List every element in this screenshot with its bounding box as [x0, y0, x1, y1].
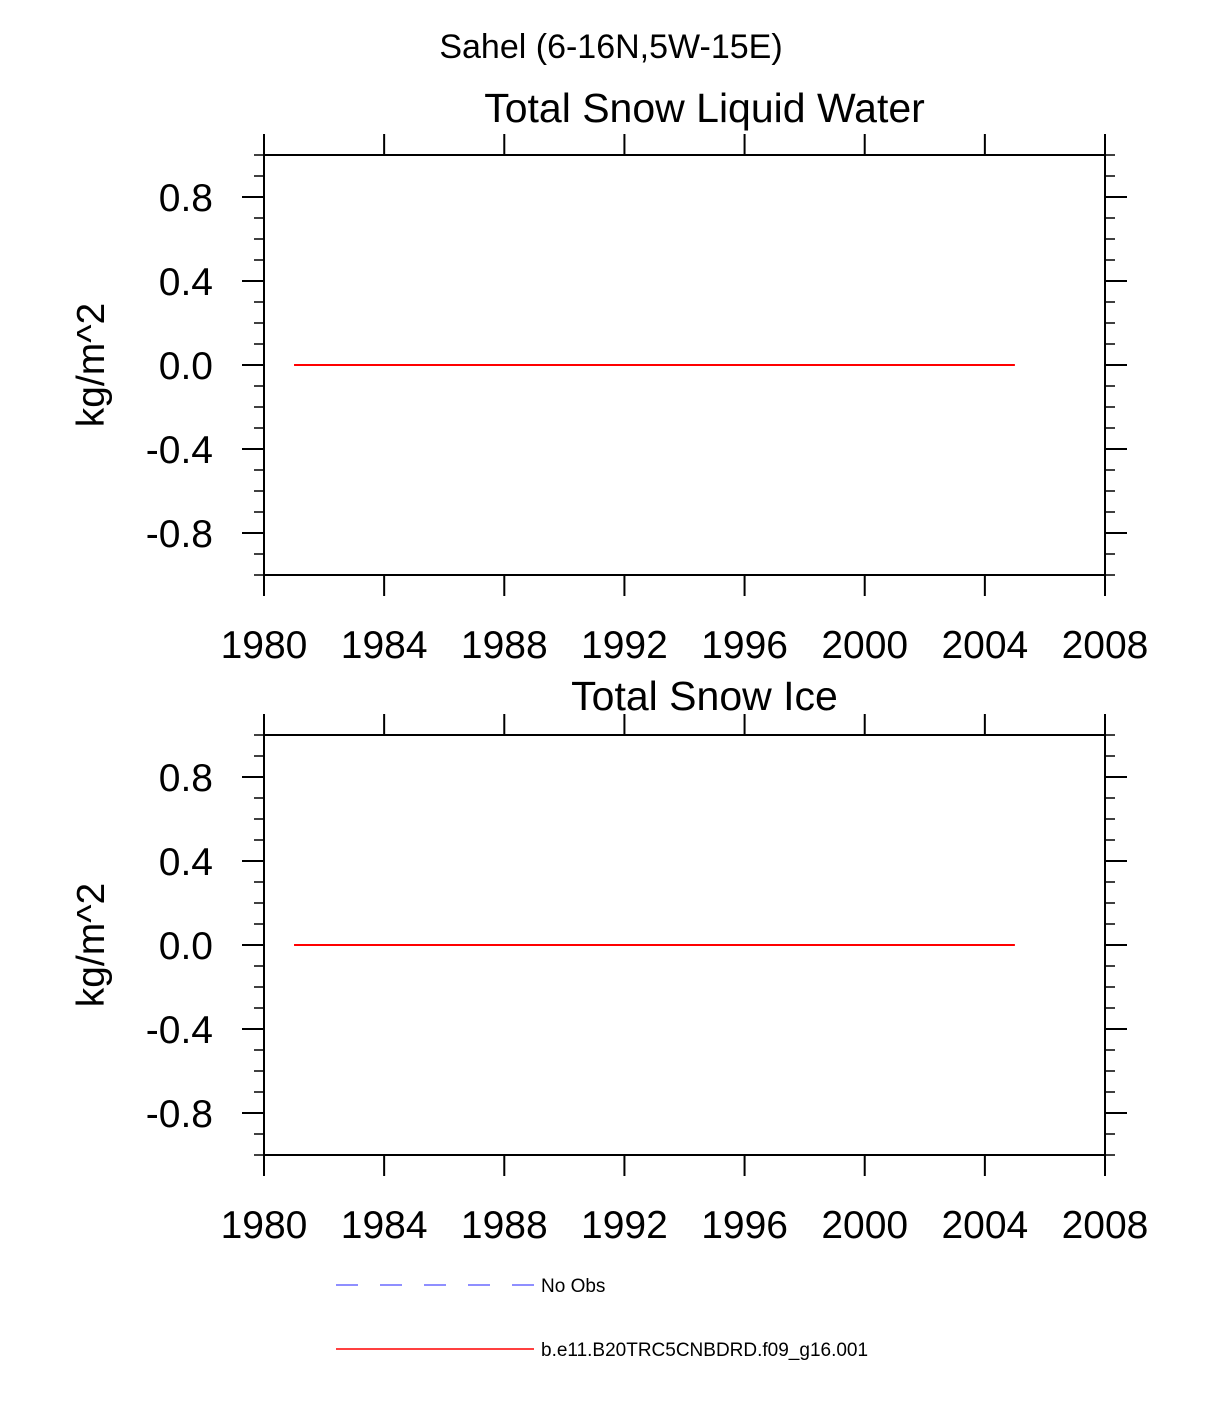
- x-tick-label: 1992: [581, 624, 668, 667]
- y-tick-label: 0.4: [159, 261, 213, 304]
- y-tick-label: -0.4: [146, 429, 213, 472]
- x-tick-label: 1984: [341, 1204, 428, 1247]
- chart-panel-2: Total Snow Ice 1980 1984 1988 1992 1996 2000 20…: [70, 673, 1148, 1247]
- y-tick-label: 0.0: [159, 925, 213, 968]
- x-tick-label: 1988: [461, 1204, 548, 1247]
- x-tick-label: 2008: [1062, 1204, 1149, 1247]
- x-tick-label: 1996: [701, 624, 788, 667]
- legend-label: b.e11.B20TRC5CNBDRD.f09_g16.001: [541, 1340, 868, 1361]
- y-axis-label: kg/m^2: [70, 883, 113, 1008]
- x-tick-label: 1996: [701, 1204, 788, 1247]
- y-tick-label: -0.8: [146, 513, 213, 556]
- x-tick-label: 1988: [461, 624, 548, 667]
- x-tick-label: 1980: [221, 1204, 308, 1247]
- y-tick-label: 0.8: [159, 177, 213, 220]
- x-tick-label: 1984: [341, 624, 428, 667]
- x-tick-label: 2004: [941, 624, 1028, 667]
- x-tick-label: 2004: [941, 1204, 1028, 1247]
- panel-title: Total Snow Liquid Water: [484, 85, 925, 131]
- legend: No Obs b.e11.B20TRC5CNBDRD.f09_g16.001: [336, 1276, 868, 1361]
- y-tick-label: -0.8: [146, 1093, 213, 1136]
- x-tick-label: 1980: [221, 624, 308, 667]
- x-tick-label: 2000: [821, 624, 908, 667]
- y-tick-label: 0.0: [159, 345, 213, 388]
- x-tick-label: 2008: [1062, 624, 1149, 667]
- y-axis-label: kg/m^2: [70, 303, 113, 428]
- chart-panel-1: Total Snow Liquid Water 1980 1984 1988 1992 1…: [70, 85, 1148, 667]
- chart-panels: Total Snow Liquid Water 1980 1984 1988 1992 1…: [70, 85, 1148, 1247]
- x-tick-label: 2000: [821, 1204, 908, 1247]
- figure-title: Sahel (6-16N,5W-15E): [439, 28, 782, 66]
- legend-label: No Obs: [541, 1276, 605, 1297]
- panel-title: Total Snow Ice: [571, 673, 838, 719]
- y-tick-label: -0.4: [146, 1009, 213, 1052]
- y-tick-label: 0.8: [159, 757, 213, 800]
- x-tick-label: 1992: [581, 1204, 668, 1247]
- y-tick-label: 0.4: [159, 841, 213, 884]
